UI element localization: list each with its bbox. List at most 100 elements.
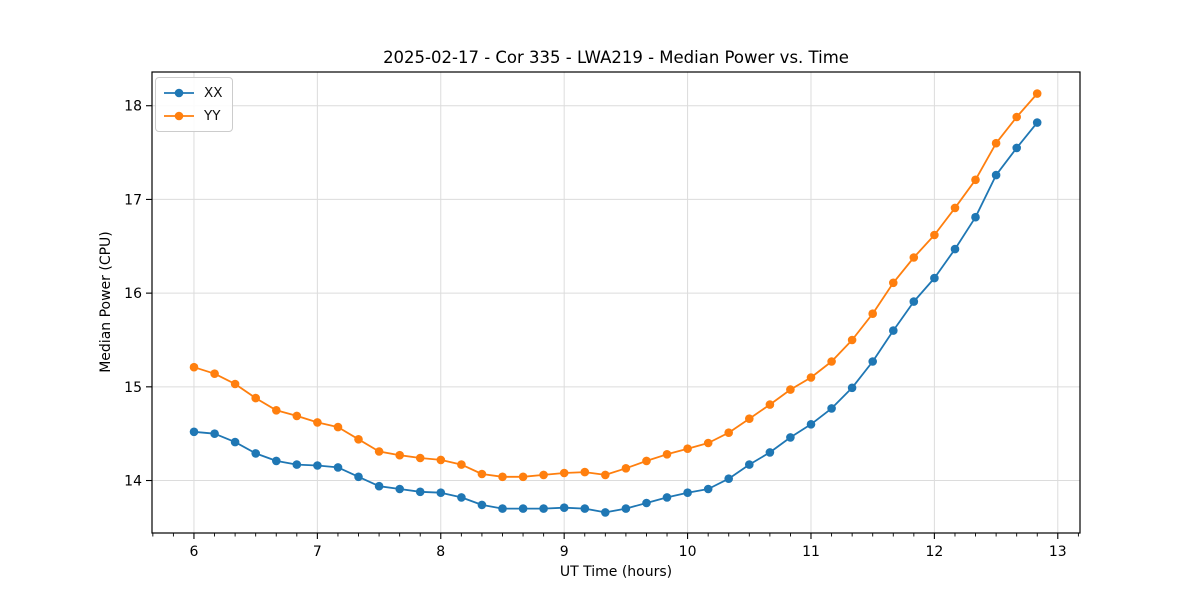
data-point [313,461,322,470]
data-point [930,230,939,240]
data-point [662,493,672,502]
y-axis-ticks: 14 15 16 17 18 [124,99,152,490]
data-point [703,484,713,494]
data-point [642,498,651,508]
data-point [415,453,425,463]
data-point [827,357,836,366]
data-point [559,503,569,512]
data-point [539,504,548,513]
chart-title: 2025-02-17 - Cor 335 - LWA219 - Median P… [383,48,849,67]
data-point [415,487,425,497]
data-point [1032,89,1042,98]
data-point [971,175,980,185]
legend-item: XX [163,83,223,103]
x-tick-label: 6 [189,544,198,560]
data-point [786,385,795,394]
y-tick-label: 17 [124,192,142,208]
data-point [642,456,651,466]
data-point [395,484,405,494]
data-point [930,273,939,283]
data-point [374,447,384,456]
data-point [1012,143,1021,153]
data-point [292,460,302,469]
data-point [621,504,631,513]
data-point [889,326,898,335]
data-point [539,470,548,480]
data-point [724,474,733,484]
x-tick-label: 12 [925,544,943,560]
y-tick-label: 16 [124,286,142,302]
data-point [272,456,281,466]
data-point [847,335,857,345]
data-point [806,420,816,429]
data-point [765,400,775,409]
data-point [745,414,754,424]
data-point [601,470,610,480]
data-point [292,411,302,421]
data-point [889,278,898,288]
legend-marker-icon [164,111,194,121]
data-point [950,244,960,254]
data-point [313,418,322,427]
data-point [210,429,219,439]
data-point [230,437,240,447]
data-point [909,297,919,306]
data-point [395,450,405,460]
legend-marker-icon [164,88,194,98]
data-point [683,488,692,498]
data-point [251,449,260,458]
data-point [847,383,857,393]
x-tick-label: 7 [313,544,322,560]
data-point [765,448,775,457]
data-point [498,504,507,513]
data-point [621,464,631,473]
data-point [436,455,446,465]
data-point [745,460,754,469]
grid [152,72,1080,533]
data-point [436,488,446,498]
data-point [518,504,528,513]
data-point [498,472,507,482]
data-point [333,463,343,472]
x-tick-label: 9 [560,544,569,560]
data-point [827,404,836,413]
data-point [189,427,199,437]
data-point [580,504,590,513]
data-point [518,472,528,482]
data-point [950,203,960,213]
data-point [601,508,610,517]
x-tick-label: 13 [1049,544,1067,560]
data-point [477,500,487,510]
data-point [210,369,219,379]
data-point [580,467,590,477]
data-point [374,481,384,491]
data-point [1012,112,1021,122]
x-tick-label: 10 [679,544,697,560]
data-point [724,428,733,438]
x-axis-label: UT Time (hours) [559,564,673,580]
data-point [868,357,877,366]
data-point [457,460,466,469]
data-point [457,493,466,502]
legend-item-label: YY [204,108,221,124]
data-point [786,433,795,442]
legend-item-label: XX [204,85,223,101]
series-YY [189,89,1042,482]
y-tick-label: 14 [124,474,142,490]
series-XX [189,118,1042,517]
data-point [272,406,281,415]
y-tick-label: 15 [124,380,142,396]
data-point [991,138,1001,148]
data-point [971,212,980,222]
legend: XX YY [155,77,233,132]
plot-frame [151,71,1081,534]
data-point [354,435,363,444]
y-axis-label: Median Power (CPU) [98,231,114,373]
data-point [909,253,919,262]
data-point [806,373,816,382]
data-point [251,393,260,403]
data-point [1032,118,1042,127]
data-point [559,468,569,478]
